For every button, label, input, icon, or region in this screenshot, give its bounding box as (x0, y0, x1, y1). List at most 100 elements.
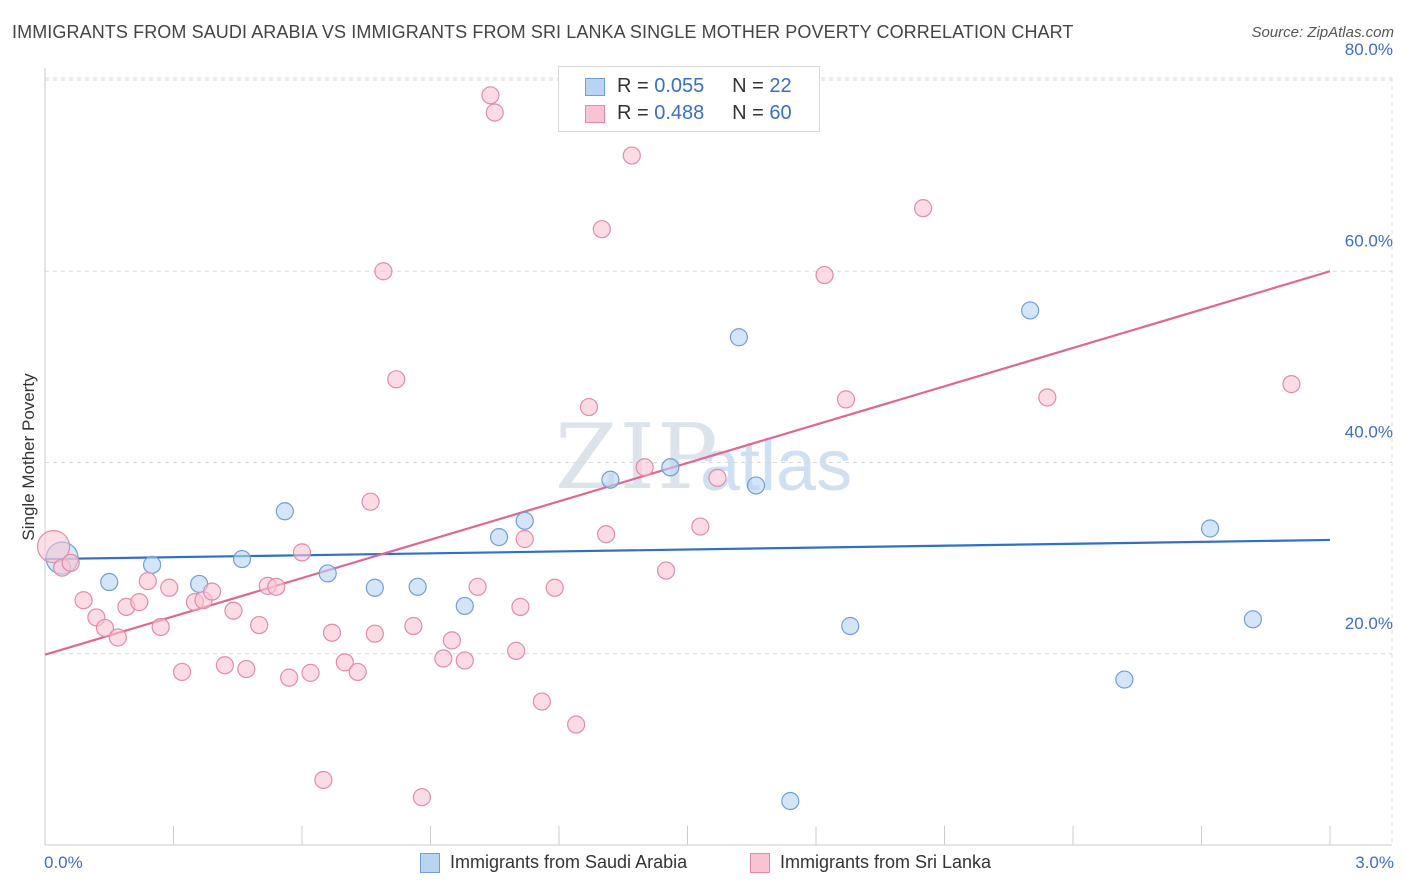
pink-point (622, 146, 641, 165)
legend-swatch-pink (750, 853, 770, 874)
legend-n-value: 22 (769, 75, 792, 97)
legend-r-label: R = (617, 102, 649, 124)
pink-point (267, 577, 286, 596)
pink-point (387, 370, 406, 389)
source-credit: Source: ZipAtlas.com (1251, 24, 1394, 41)
blue-point (1021, 301, 1040, 320)
pink-point (815, 265, 834, 285)
blue-point (601, 470, 620, 489)
legend-swatch-blue (585, 78, 605, 96)
pink-point (215, 656, 234, 675)
pink-point (1282, 374, 1301, 394)
data-points (36, 86, 1301, 811)
pink-point (36, 530, 71, 564)
legend-swatch-blue (420, 853, 440, 874)
pink-point (635, 458, 654, 477)
pink-point (130, 593, 149, 612)
legend-r-value: 0.055 (654, 75, 705, 97)
pink-point (545, 578, 564, 597)
pink-point (365, 624, 384, 643)
pink-point (224, 601, 243, 620)
legend-item-saudi-arabia[interactable]: Immigrants from Saudi Arabia (420, 852, 688, 874)
y-axis-title: Single Mother Poverty (19, 373, 38, 541)
y-tick-label: 80.0% (1345, 40, 1393, 59)
pink-point (836, 390, 856, 409)
legend-r-value: 0.488 (654, 102, 705, 124)
blue-point (232, 549, 252, 569)
pink-point (567, 715, 586, 734)
pink-point (507, 641, 526, 660)
chart-title: IMMIGRANTS FROM SAUDI ARABIA VS IMMIGRAN… (12, 22, 1074, 42)
pink-point (404, 616, 423, 636)
axis-labels: 20.0% 40.0% 60.0% 80.0% 0.0% 3.0% Single Mothe… (19, 40, 1394, 872)
blue-point (365, 578, 384, 597)
pink-point (511, 597, 530, 616)
blue-point (841, 616, 860, 636)
pink-point (597, 525, 616, 544)
blue-point (142, 555, 162, 574)
pink-point (442, 631, 462, 650)
blue-point (489, 527, 509, 547)
blue-point (661, 458, 680, 477)
pink-point (292, 543, 312, 562)
pink-trend-line (44, 270, 1331, 656)
legend-item-sri-lanka[interactable]: Immigrants from Sri Lanka (750, 852, 992, 874)
pink-point (237, 659, 256, 679)
pink-point (913, 199, 933, 218)
pink-point (455, 651, 474, 670)
blue-point (100, 572, 119, 592)
pink-point (515, 529, 534, 549)
pink-point (374, 262, 393, 281)
pink-point (485, 103, 504, 122)
blue-point (318, 564, 337, 583)
pink-point (691, 517, 710, 536)
pink-point (151, 617, 170, 637)
y-tick-label: 40.0% (1345, 423, 1393, 442)
watermark-atlas: atlas (700, 426, 853, 506)
pink-point (656, 561, 676, 580)
gridlines (45, 77, 1393, 845)
pink-point (579, 397, 599, 417)
pink-point (708, 468, 727, 487)
blue-point (1200, 519, 1220, 538)
blue-point (781, 791, 800, 811)
pink-point (1038, 388, 1057, 407)
legend-n-label: N = (732, 75, 764, 97)
pink-point (468, 577, 487, 596)
pink-point (532, 692, 551, 711)
pink-point (250, 615, 269, 635)
blue-point (455, 596, 474, 616)
pink-point (322, 623, 342, 642)
pink-point (301, 663, 320, 682)
pink-point (61, 553, 80, 573)
pink-point (481, 86, 500, 105)
pink-point (280, 668, 299, 687)
blue-point (408, 577, 427, 596)
blue-point (729, 328, 749, 347)
pink-point (138, 571, 157, 591)
blue-trend-line (44, 538, 1331, 561)
legend-label: Immigrants from Saudi Arabia (450, 852, 688, 872)
blue-point (275, 502, 294, 521)
blue-point (1115, 670, 1134, 689)
legend-n-value: 60 (769, 102, 792, 124)
x-tick-label: 0.0% (44, 853, 83, 872)
pink-point (160, 578, 179, 597)
pink-point (74, 591, 93, 610)
legend-n-label: N = (732, 102, 764, 124)
watermark-zip: ZIP (555, 405, 720, 510)
pink-point (592, 220, 611, 239)
pink-point (108, 628, 127, 647)
x-tick-label: 3.0% (1355, 853, 1394, 872)
pink-point (95, 618, 115, 638)
legend-label: Immigrants from Sri Lanka (780, 852, 992, 872)
blue-point (515, 511, 534, 530)
pink-point (348, 662, 367, 682)
correlation-legend: R = 0.055 N = 22 R = 0.488 N = 60 (558, 66, 820, 132)
blue-point (1243, 610, 1263, 629)
pink-point (361, 492, 380, 511)
pink-point (412, 788, 432, 807)
pink-point (202, 582, 222, 601)
y-tick-label: 20.0% (1345, 614, 1393, 633)
